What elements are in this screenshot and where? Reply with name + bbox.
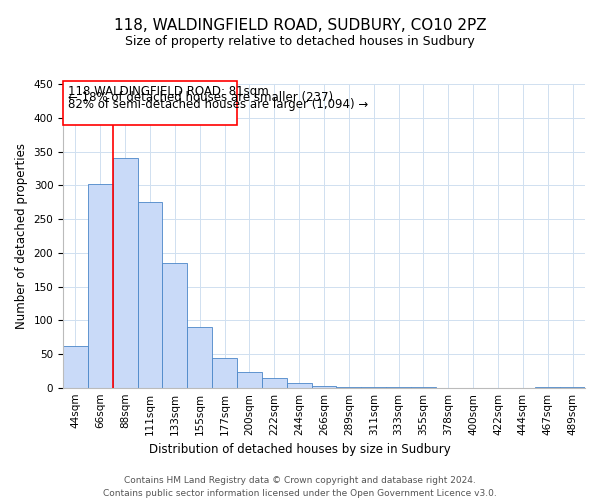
Bar [113, 158, 137, 388]
Bar [262, 378, 287, 388]
Bar [311, 386, 337, 388]
Text: Contains HM Land Registry data © Crown copyright and database right 2024.
Contai: Contains HM Land Registry data © Crown c… [103, 476, 497, 498]
Text: Size of property relative to detached houses in Sudbury: Size of property relative to detached ho… [125, 35, 475, 48]
Bar [163, 263, 187, 388]
Bar [287, 384, 311, 388]
Y-axis label: Number of detached properties: Number of detached properties [15, 143, 28, 329]
FancyBboxPatch shape [63, 80, 237, 124]
Bar [560, 386, 585, 388]
Text: 118 WALDINGFIELD ROAD: 81sqm: 118 WALDINGFIELD ROAD: 81sqm [68, 84, 269, 98]
Text: ← 18% of detached houses are smaller (237): ← 18% of detached houses are smaller (23… [68, 91, 333, 104]
Text: 118, WALDINGFIELD ROAD, SUDBURY, CO10 2PZ: 118, WALDINGFIELD ROAD, SUDBURY, CO10 2P… [113, 18, 487, 32]
Bar [237, 372, 262, 388]
Bar [88, 184, 113, 388]
Bar [212, 358, 237, 388]
Bar [337, 386, 361, 388]
Bar [137, 202, 163, 388]
Text: 82% of semi-detached houses are larger (1,094) →: 82% of semi-detached houses are larger (… [68, 98, 368, 110]
Bar [63, 346, 88, 388]
Bar [187, 327, 212, 388]
Bar [535, 386, 560, 388]
Text: Distribution of detached houses by size in Sudbury: Distribution of detached houses by size … [149, 442, 451, 456]
